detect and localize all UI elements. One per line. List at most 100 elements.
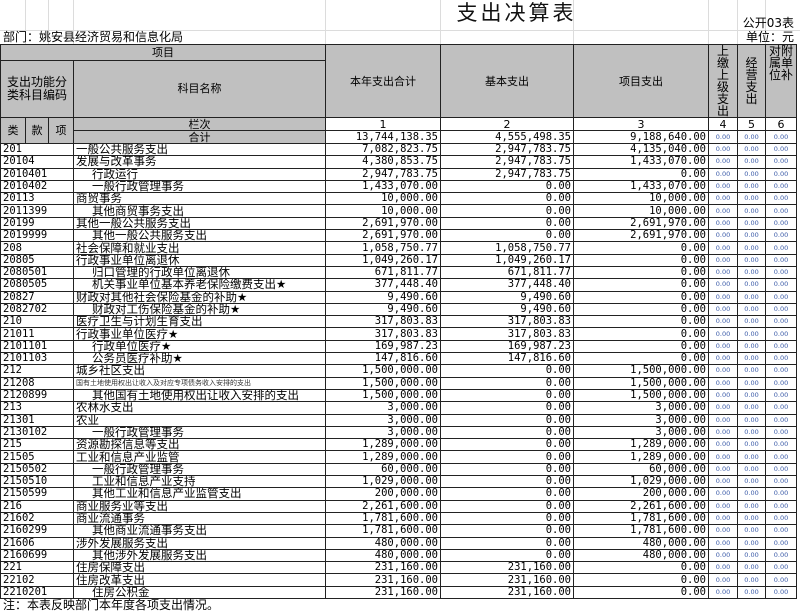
value-col4: 0.00: [708, 352, 738, 366]
subject-code: 21505: [0, 450, 74, 464]
table-row: 2082702 财政对工伤保险基金的补助★ 9,490.60 9,490.60 0.00…: [0, 302, 797, 317]
value-col3: 1,433,070.00: [573, 179, 709, 194]
value-col4: 0.00: [708, 585, 738, 599]
value-col4: 0.00: [708, 425, 738, 440]
table-row: 20113 商贸事务 10,000.00 0.00 10,000.00 0.00 0.00 0…: [0, 192, 797, 206]
value-col6: 0.00: [765, 524, 797, 538]
value-col1: 1,781,600.00: [325, 511, 441, 526]
value-col2: 0.00: [440, 462, 574, 477]
value-col5: 0.00: [737, 302, 766, 317]
value-col4: 0.00: [708, 315, 738, 329]
value-col3: 2,261,600.00: [573, 499, 709, 513]
subject-name: 财政对其他社会保险基金的补助★: [73, 290, 326, 304]
value-col3: 10,000.00: [573, 192, 709, 206]
value-col1: 1,500,000.00: [325, 376, 441, 390]
subject-name: 医疗卫生与计划生育支出: [73, 315, 326, 329]
table-row: 2080501 归口管理的行政单位离退休 671,811.77 671,811.77 0…: [0, 265, 797, 280]
subject-code: 2101101: [0, 339, 74, 354]
subject-name: 城乡社区支出: [73, 364, 326, 378]
subject-name: 行政单位医疗★: [73, 339, 326, 354]
value-col5: 0.00: [737, 192, 766, 206]
gridline: [573, 0, 574, 44]
table-row: 21011 行政事业单位医疗★ 317,803.83 317,803.83 0.00 0.…: [0, 327, 797, 341]
value-col3: 0.00: [573, 278, 709, 292]
value-col2: 0.00: [440, 388, 574, 403]
value-col2: 671,811.77: [440, 265, 574, 280]
value-col1: 317,803.83: [325, 315, 441, 329]
subject-name: 行政事业单位离退休: [73, 253, 326, 267]
subject-code: 20827: [0, 290, 74, 304]
value-col6: 0.00: [765, 425, 797, 440]
gridline: [737, 0, 738, 44]
col-number: 4: [708, 117, 738, 131]
subject-code: 216: [0, 499, 74, 513]
value-col1: 1,289,000.00: [325, 438, 441, 452]
col-number: 1: [325, 117, 441, 131]
value-col2: 0.00: [440, 524, 574, 538]
value-col1: 231,160.00: [325, 585, 441, 599]
gridline: [440, 0, 441, 44]
value-col6: 0.00: [765, 364, 797, 378]
value-col5: 0.00: [737, 241, 766, 255]
value-col6: 0.00: [765, 413, 797, 427]
gridline: [73, 0, 74, 44]
value-col2: 0.00: [440, 401, 574, 415]
value-col1: 1,058,750.77: [325, 241, 441, 255]
subject-name: 工业和信息产业监管: [73, 450, 326, 464]
value-col5: 0.00: [737, 487, 766, 501]
value-col2: 2,947,783.75: [440, 167, 574, 181]
value-col5: 0.00: [737, 253, 766, 267]
value-col6: 0.00: [765, 327, 797, 341]
table-row: 2160299 其他商业流通事务支出 1,781,600.00 0.00 1,781,6…: [0, 524, 797, 538]
value-col5: 0.00: [737, 290, 766, 304]
header-col1: 本年支出合计: [325, 44, 441, 118]
expenditure-table: 项目 本年支出合计 基本支出 项目支出 上缴上级支出 经营支出 对附属单位补 支…: [0, 44, 797, 599]
value-col6: 0.00: [765, 278, 797, 292]
value-col6: 0.00: [765, 155, 797, 169]
value-col5: 0.00: [737, 142, 766, 157]
value-col5: 0.00: [737, 376, 766, 390]
table-row: 2010401 行政运行 2,947,783.75 2,947,783.75 0.00 0…: [0, 167, 797, 181]
value-col2: 0.00: [440, 511, 574, 526]
table-row: 2160699 其他涉外发展服务支出 480,000.00 0.00 480,000.0…: [0, 548, 797, 563]
value-col1: 231,160.00: [325, 561, 441, 575]
value-col3: 0.00: [573, 561, 709, 575]
value-col3: 4,135,040.00: [573, 142, 709, 157]
value-col1: 3,000.00: [325, 413, 441, 427]
value-col5: 0.00: [737, 536, 766, 550]
gridline: [25, 0, 26, 44]
gridline: [708, 0, 709, 44]
header-lanci: 栏次: [73, 117, 326, 131]
total-row: 合计 13,744,138.35 4,555,498.35 9,188,640.…: [1, 130, 797, 144]
subject-name: 一般公共服务支出: [73, 142, 326, 157]
value-col5: 0.00: [737, 561, 766, 575]
value-col4: 0.00: [708, 524, 738, 538]
value-col6: 0.00: [765, 302, 797, 317]
value-col4: 0.00: [708, 388, 738, 403]
table-row: 22102 住房改革支出 231,160.00 231,160.00 0.00 0.00 0…: [0, 573, 797, 587]
value-col5: 0.00: [737, 511, 766, 526]
col-number: 6: [765, 117, 797, 131]
value-col6: 0.00: [765, 352, 797, 366]
value-col3: 1,289,000.00: [573, 438, 709, 452]
value-col3: 1,500,000.00: [573, 364, 709, 378]
subject-name: 住房公积金: [73, 585, 326, 599]
value-col1: 200,000.00: [325, 487, 441, 501]
subject-name: 农业: [73, 413, 326, 427]
subject-name: 农林水支出: [73, 401, 326, 415]
value-col4: 0.00: [708, 142, 738, 157]
value-col4: 0.00: [708, 536, 738, 550]
value-col5: 0.00: [737, 155, 766, 169]
subject-code: 2011399: [0, 204, 74, 218]
subject-code: 22102: [0, 573, 74, 587]
value-col2: 1,049,260.17: [440, 253, 574, 267]
value-col3: 0.00: [573, 327, 709, 341]
subject-code: 212: [0, 364, 74, 378]
value-col1: 1,289,000.00: [325, 450, 441, 464]
value-col3: 0.00: [573, 241, 709, 255]
value-col5: 0.00: [737, 388, 766, 403]
table-row: 213 农林水支出 3,000.00 0.00 3,000.00 0.00 0.00 0.00: [0, 401, 797, 415]
value-col1: 317,803.83: [325, 327, 441, 341]
subject-code: 21208: [0, 376, 74, 390]
subject-code: 2010401: [0, 167, 74, 181]
